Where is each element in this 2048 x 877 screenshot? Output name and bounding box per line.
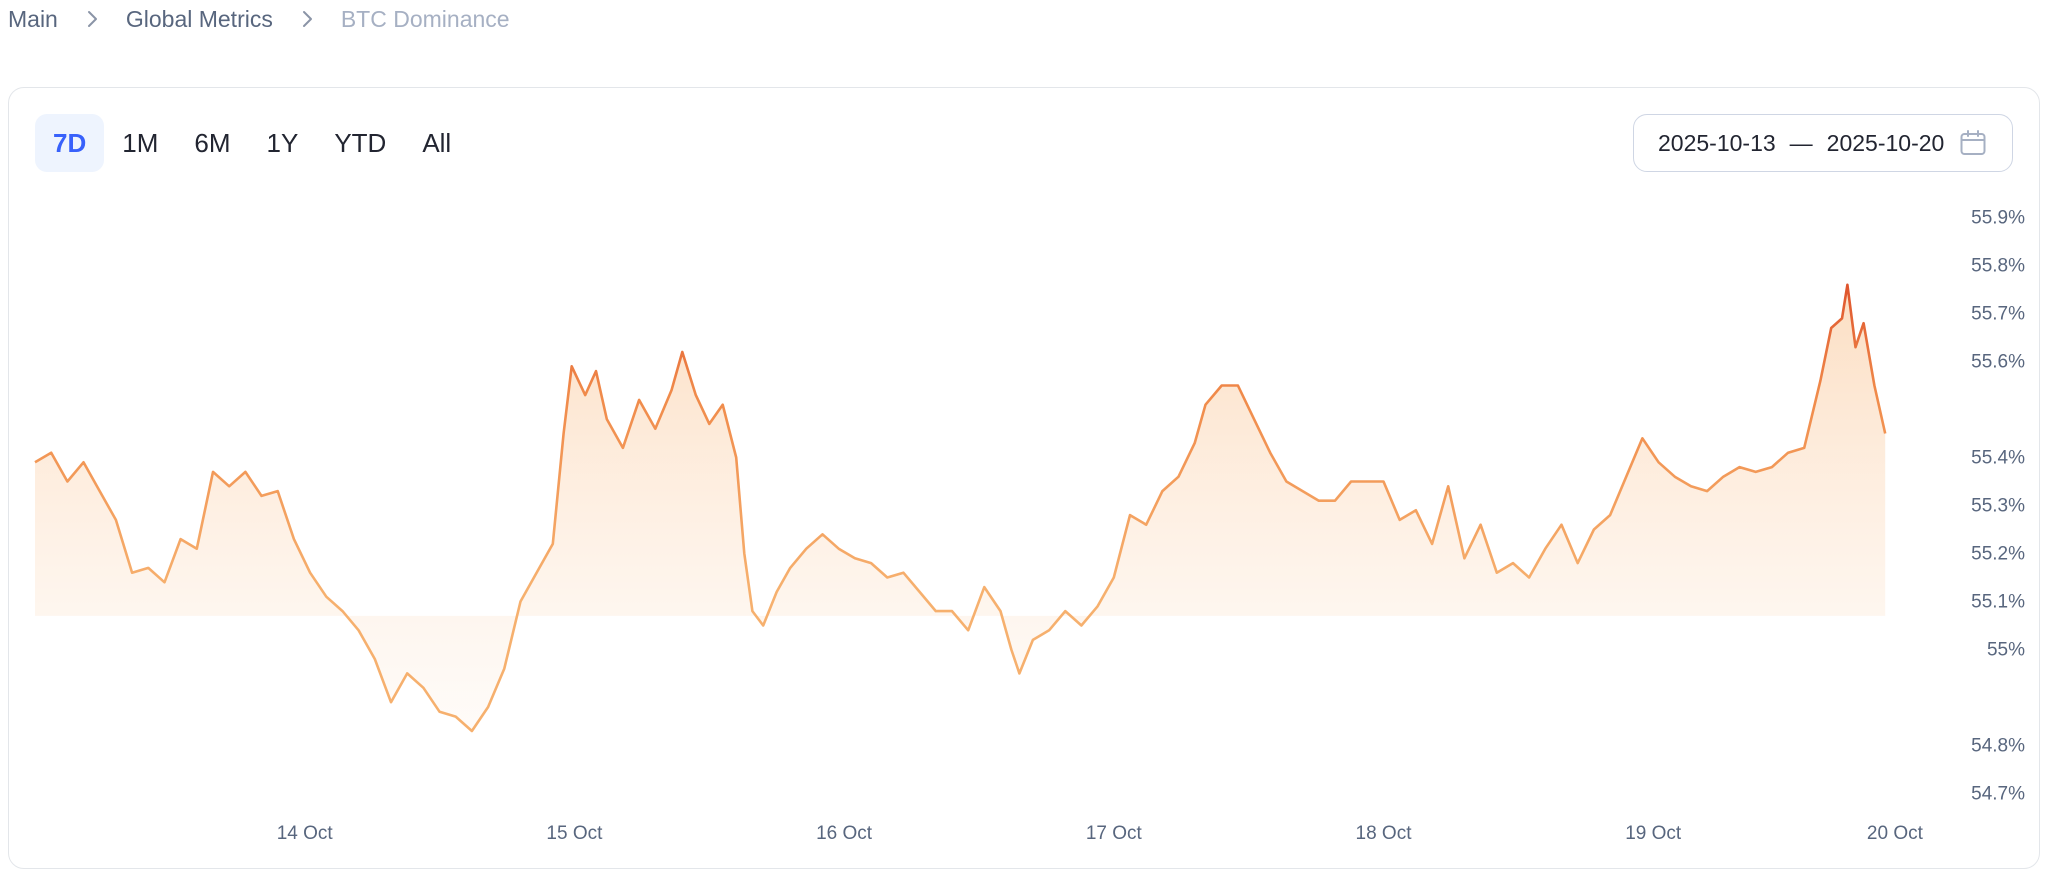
y-tick-label: 55%: [1987, 639, 2025, 660]
y-tick-label: 55.9%: [1971, 208, 2025, 229]
chevron-right-icon: [80, 7, 104, 31]
breadcrumb: Main Global Metrics BTC Dominance: [8, 4, 510, 34]
series-line: [34, 283, 1887, 733]
range-tabs: 7D 1M 6M 1Y YTD All: [35, 114, 469, 172]
tab-7d[interactable]: 7D: [35, 114, 105, 172]
y-tick-label: 54.8%: [1971, 735, 2025, 756]
y-tick-label: 55.7%: [1971, 304, 2025, 325]
y-tick-label: 55.3%: [1971, 496, 2025, 517]
tab-all[interactable]: All: [422, 127, 452, 158]
chevron-right-icon: [295, 7, 319, 31]
calendar-icon[interactable]: [1958, 128, 1988, 158]
date-to: 2025-10-20: [1826, 129, 1945, 156]
x-tick-label: 15 Oct: [546, 823, 603, 844]
tab-6m[interactable]: 6M: [194, 127, 231, 158]
x-tick-label: 18 Oct: [1356, 823, 1413, 844]
x-tick-label: 16 Oct: [816, 823, 873, 844]
y-tick-label: 55.4%: [1971, 448, 2025, 469]
x-axis-ticks: 14 Oct 15 Oct 16 Oct 17 Oct 18 Oct 19 Oct 20 O…: [277, 823, 1924, 844]
tab-1m[interactable]: 1M: [122, 127, 159, 158]
y-tick-label: 55.6%: [1971, 352, 2025, 373]
y-tick-label: 55.8%: [1971, 256, 2025, 277]
y-tick-label: 55.2%: [1971, 543, 2025, 564]
y-axis-ticks: 54.7% 54.8% 55% 55.1% 55.2% 55.3% 55.4% 55.6% 55…: [1971, 208, 2025, 805]
x-tick-label: 20 Oct: [1867, 823, 1924, 844]
chart-card: 7D 1M 6M 1Y YTD All 2025-10-13 — 2025-10…: [8, 87, 2040, 869]
y-tick-label: 55.1%: [1971, 591, 2025, 612]
date-from: 2025-10-13: [1658, 129, 1776, 156]
breadcrumb-current: BTC Dominance: [340, 5, 510, 32]
date-separator: —: [1789, 129, 1813, 156]
breadcrumb-global-metrics[interactable]: Global Metrics: [125, 5, 273, 32]
y-tick-label: 54.7%: [1971, 783, 2025, 804]
breadcrumb-main[interactable]: Main: [8, 5, 58, 32]
date-range-picker[interactable]: 2025-10-13 — 2025-10-20: [1633, 114, 2013, 172]
area-fill-path: [35, 284, 1886, 731]
tab-ytd[interactable]: YTD: [334, 127, 387, 158]
dominance-line: [34, 283, 1887, 733]
tab-1y[interactable]: 1Y: [266, 127, 299, 158]
x-tick-label: 19 Oct: [1625, 823, 1682, 844]
area-fill: [35, 284, 1886, 731]
x-tick-label: 14 Oct: [277, 823, 334, 844]
btc-dominance-chart[interactable]: 54.7% 54.8% 55% 55.1% 55.2% 55.3% 55.4% 55.6% 55…: [9, 88, 2039, 868]
x-tick-label: 17 Oct: [1086, 823, 1143, 844]
